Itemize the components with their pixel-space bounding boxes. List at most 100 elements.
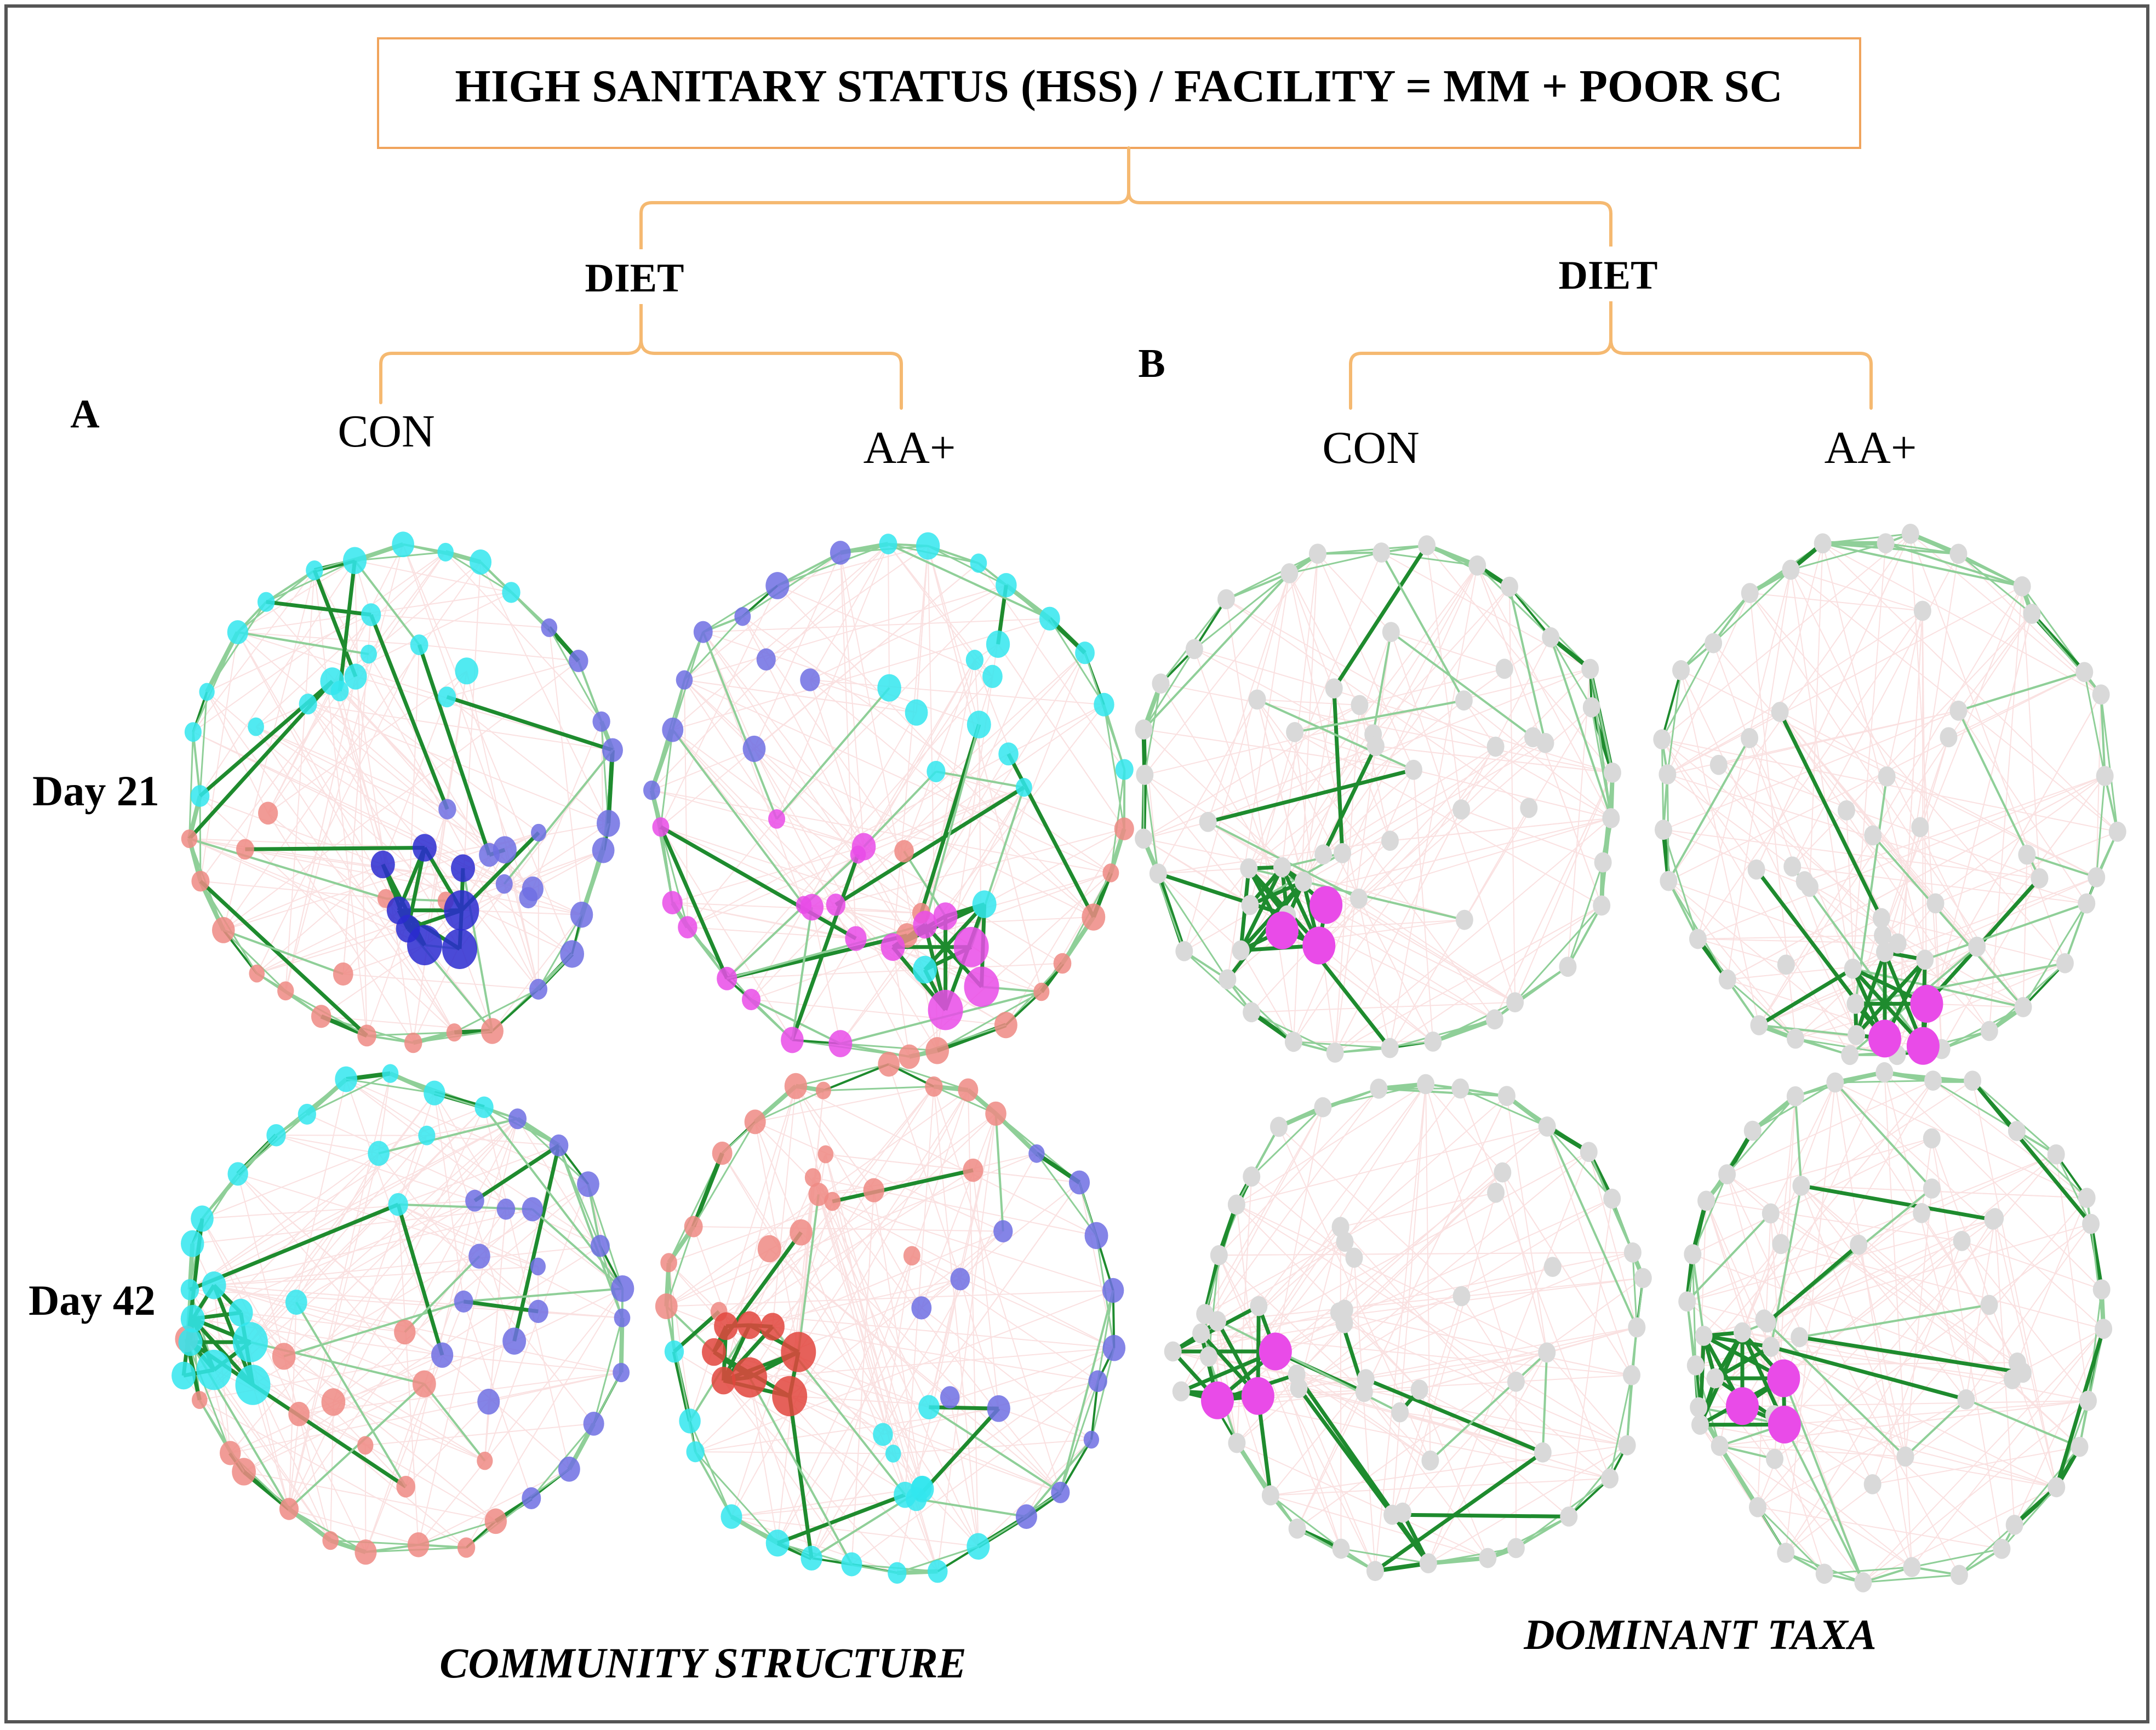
network-node — [772, 1376, 808, 1417]
network-node — [502, 582, 521, 603]
network-node — [1015, 1504, 1037, 1529]
network-node — [655, 1293, 678, 1320]
network-node — [196, 1349, 232, 1390]
network-node — [288, 1401, 310, 1427]
network-node — [2075, 662, 2094, 683]
network-node — [344, 663, 367, 690]
network-node — [171, 1361, 196, 1390]
network-node — [404, 1032, 422, 1053]
network-node — [410, 634, 428, 655]
network-node — [468, 1244, 490, 1269]
network-node — [1950, 1565, 1968, 1585]
network-nodes — [181, 531, 623, 1053]
network-node — [817, 1145, 834, 1164]
network-node — [1418, 535, 1436, 555]
network-node — [1691, 1414, 1709, 1435]
network-node — [335, 1066, 358, 1092]
network-node — [322, 1531, 339, 1550]
network-node — [1314, 844, 1333, 865]
network-node — [1901, 523, 1919, 544]
network-node — [470, 549, 492, 575]
group-label-a-con: CON — [338, 406, 434, 457]
network-node — [879, 534, 897, 554]
network-node — [1487, 1182, 1505, 1203]
network-node — [781, 1332, 816, 1372]
network-node — [1762, 1203, 1780, 1224]
network-node — [2095, 1319, 2113, 1339]
network-node — [1837, 800, 1855, 821]
network-node — [1419, 1553, 1437, 1574]
network-node — [1906, 1027, 1940, 1065]
network-node — [2056, 953, 2074, 973]
network-node — [1053, 953, 1072, 974]
network-node — [765, 1529, 790, 1557]
network-node — [2018, 844, 2036, 865]
footer-dominant-taxa: DOMINANT TAXA — [1523, 1611, 1877, 1658]
network-node — [232, 1458, 256, 1486]
network-node — [796, 896, 812, 914]
network-node — [257, 592, 275, 612]
network-node — [1314, 1097, 1332, 1118]
network-node — [756, 648, 776, 671]
network-node — [1082, 903, 1106, 931]
network-node — [1841, 1045, 1859, 1066]
network-node — [1259, 1332, 1292, 1371]
network-node — [528, 1299, 548, 1324]
network-node — [1766, 1448, 1784, 1469]
network-node — [2092, 1279, 2111, 1300]
network-node — [1083, 1430, 1100, 1449]
network-node — [481, 1018, 504, 1044]
network-node — [1421, 1450, 1439, 1471]
network-node — [1718, 969, 1736, 990]
network-node — [701, 1338, 726, 1366]
network-node — [757, 1235, 781, 1263]
network-node — [1228, 1433, 1246, 1453]
network-node — [972, 890, 997, 918]
network-node — [863, 1178, 885, 1202]
network-node — [248, 717, 264, 736]
figure-title: HIGH SANITARY STATUS (HSS) / FACILITY = … — [455, 61, 1782, 112]
network-node — [360, 644, 377, 664]
network-node — [219, 1441, 241, 1465]
network-node — [714, 1312, 739, 1341]
network-node — [1333, 843, 1351, 863]
network-node — [808, 1183, 829, 1206]
network-node — [903, 1246, 920, 1266]
network-node — [484, 1508, 507, 1534]
network-b-aa-d42 — [1678, 1062, 2113, 1592]
network-node — [1217, 589, 1236, 610]
network-node — [916, 532, 940, 560]
network-node — [894, 1481, 917, 1508]
network-node — [1844, 958, 1862, 979]
network-node — [1777, 954, 1795, 975]
network-node — [1854, 1572, 1872, 1592]
network-node — [368, 1141, 390, 1166]
network-node — [181, 1230, 204, 1257]
network-node — [1325, 678, 1343, 699]
network-a-con-d42 — [171, 1064, 634, 1565]
network-node — [495, 874, 513, 894]
network-node — [2088, 867, 2106, 887]
network-node — [1678, 1291, 1696, 1312]
network-node — [1913, 1202, 1931, 1223]
network-node — [285, 1290, 307, 1315]
network-node — [1743, 1120, 1762, 1141]
network-node — [235, 1365, 271, 1405]
network-node — [1968, 936, 1986, 957]
network-node — [184, 722, 202, 742]
network-node — [800, 668, 820, 691]
network-node — [1623, 1365, 1641, 1385]
network-node — [1924, 1070, 1942, 1091]
network-node — [1623, 1242, 1642, 1263]
network-node — [911, 1296, 932, 1320]
network-node — [2008, 1121, 2026, 1141]
network-node — [1791, 1327, 1809, 1348]
network-node — [1507, 1538, 1525, 1559]
network-node — [1232, 940, 1250, 961]
network-node — [1248, 689, 1266, 710]
network-node — [361, 603, 381, 626]
network-node — [1524, 727, 1542, 748]
network-node — [1602, 808, 1620, 828]
network-node — [232, 1322, 268, 1362]
network-node — [455, 657, 479, 685]
